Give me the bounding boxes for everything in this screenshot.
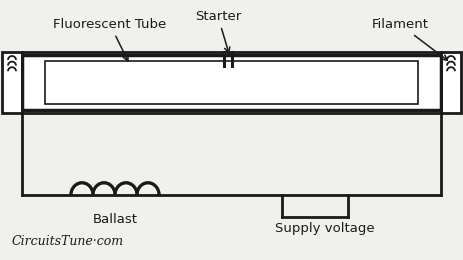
Text: Supply voltage: Supply voltage bbox=[275, 222, 375, 235]
Text: CircuitsTune·com: CircuitsTune·com bbox=[12, 235, 124, 248]
Text: Starter: Starter bbox=[195, 10, 241, 53]
Bar bbox=[2, 52, 22, 113]
Text: Ballast: Ballast bbox=[93, 213, 138, 226]
Bar bbox=[22, 55, 441, 110]
Text: Fluorescent Tube: Fluorescent Tube bbox=[53, 18, 167, 61]
Bar bbox=[441, 52, 461, 113]
Bar bbox=[45, 61, 418, 104]
Text: Filament: Filament bbox=[371, 18, 447, 60]
